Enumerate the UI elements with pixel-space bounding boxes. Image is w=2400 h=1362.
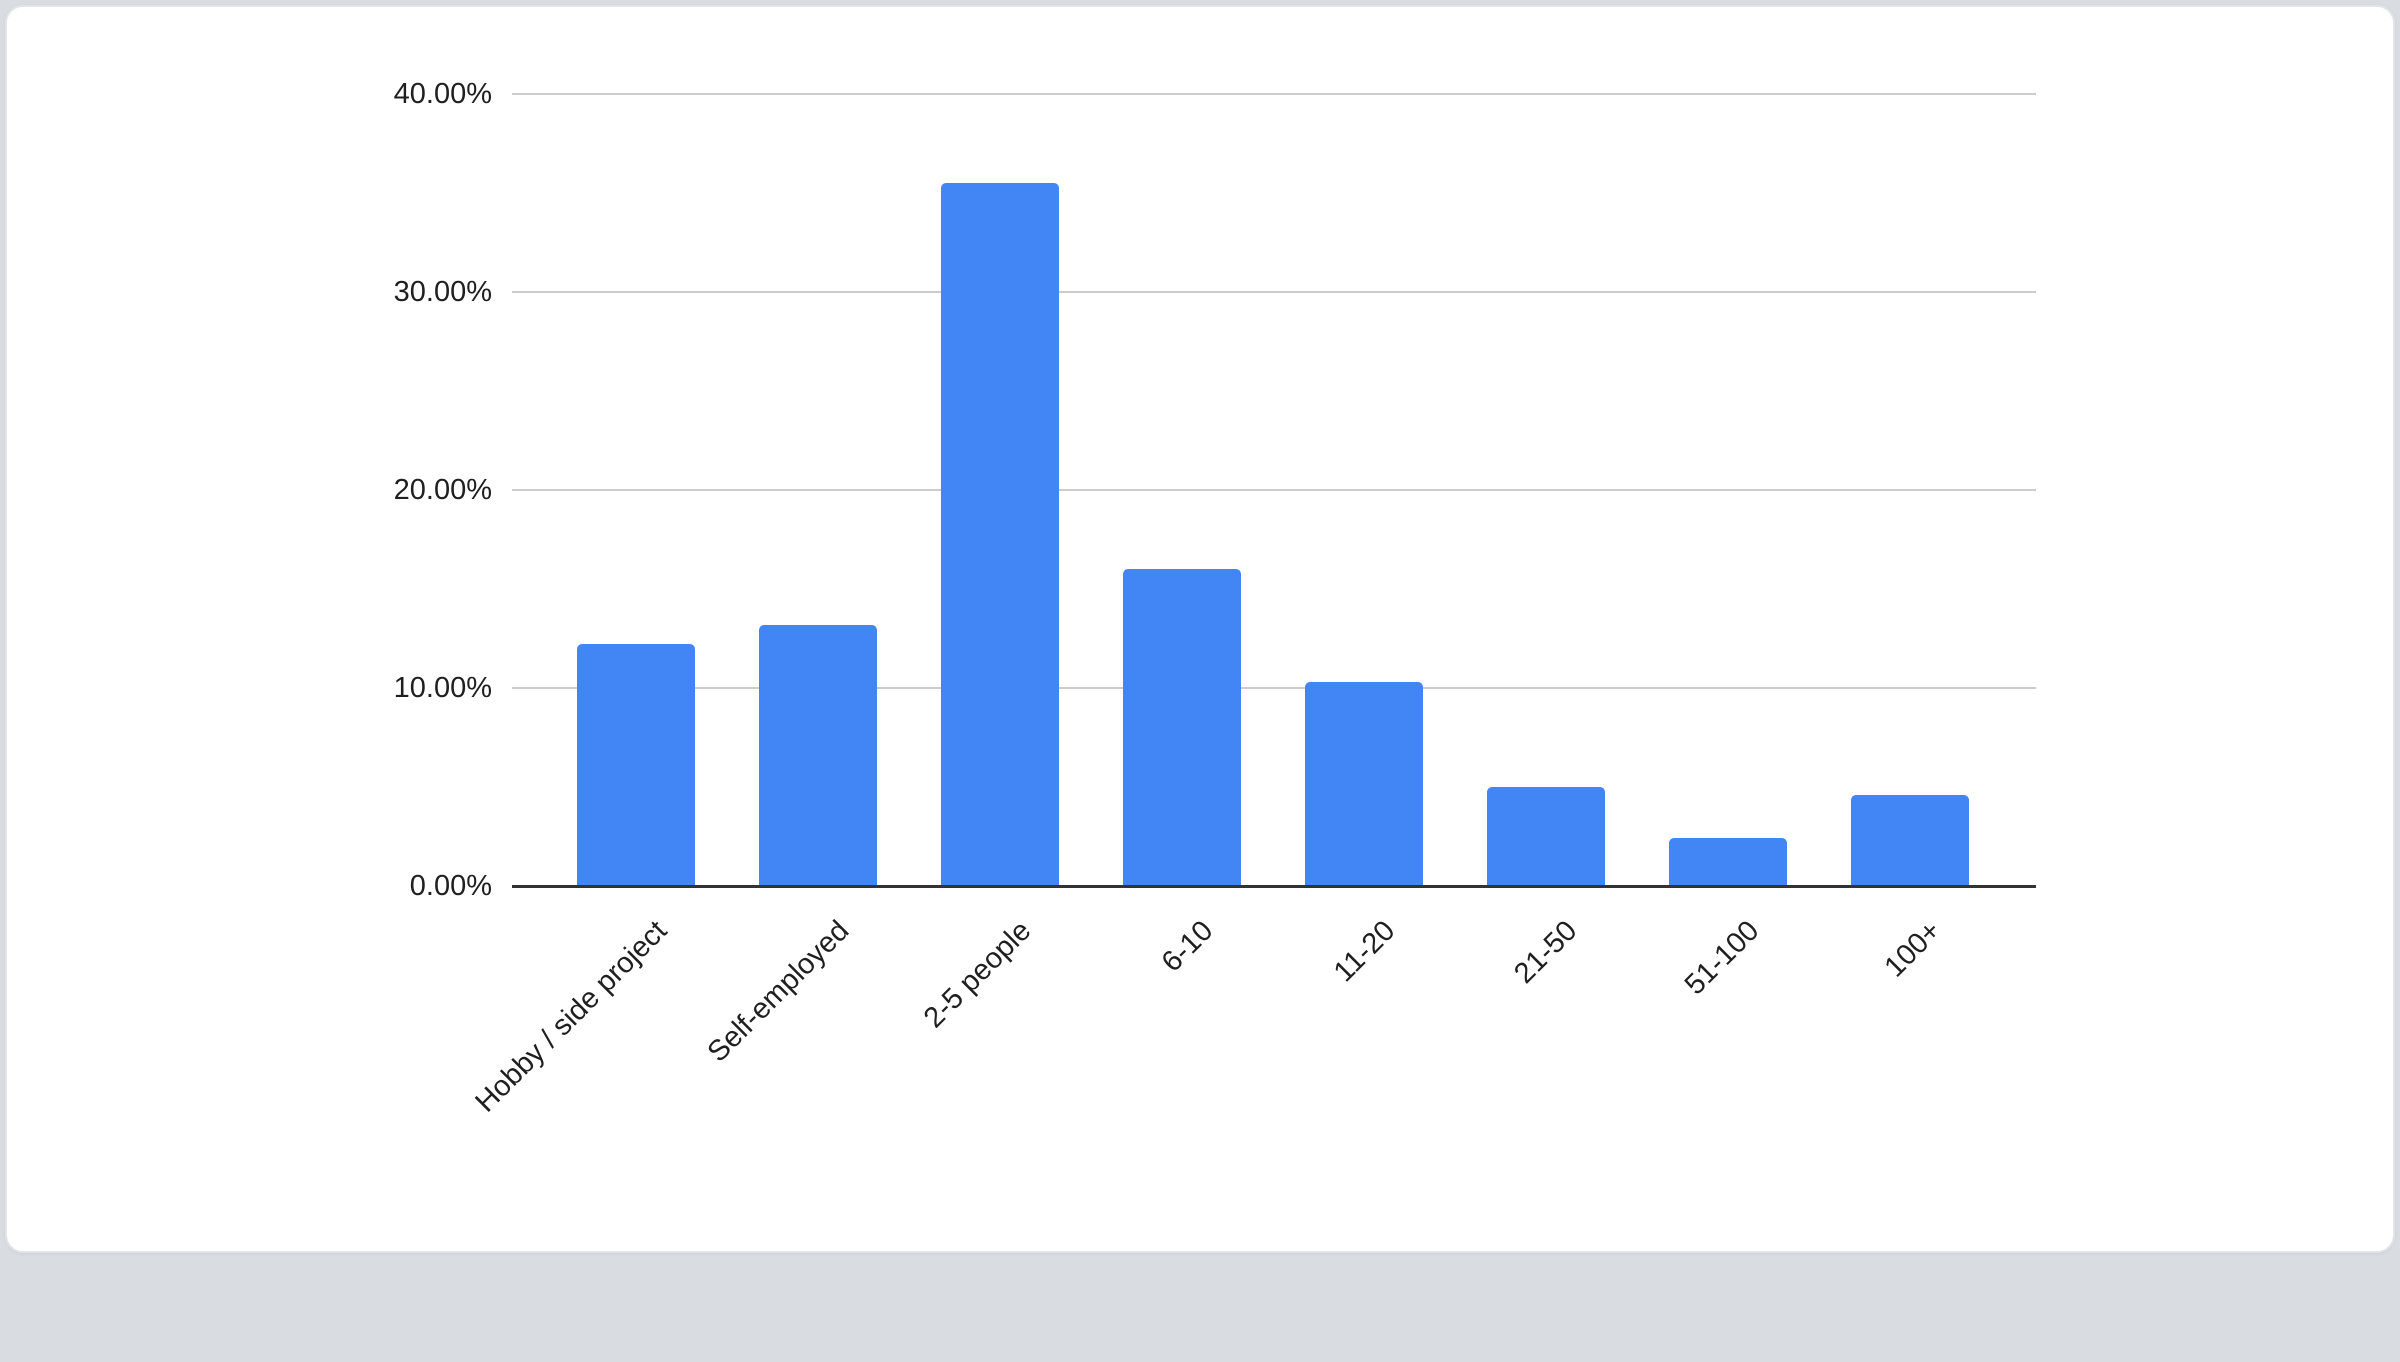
bar-2[interactable] (941, 183, 1059, 886)
chart-card: 0.00% 10.00% 20.00% 30.00% 40.00% Hobby / sid… (5, 5, 2395, 1253)
bar-1[interactable] (759, 625, 877, 886)
gridline (512, 489, 2036, 491)
x-axis-line (512, 885, 2036, 888)
page: { "chart_data": { "type": "bar", "title"… (5, 5, 2395, 1253)
y-axis-tick-label: 30.00% (393, 276, 492, 308)
y-axis-tick-label: 10.00% (393, 672, 492, 704)
bar-chart: 0.00% 10.00% 20.00% 30.00% 40.00% Hobby / sid… (7, 7, 2393, 1251)
gridline (512, 291, 2036, 293)
bar-5[interactable] (1487, 787, 1605, 886)
gridline (512, 93, 2036, 95)
bar-4[interactable] (1305, 682, 1423, 886)
x-axis-category-label: 100+ (1878, 914, 1948, 984)
bar-6[interactable] (1669, 838, 1787, 886)
bar-3[interactable] (1123, 569, 1241, 886)
y-axis-tick-label: 0.00% (409, 870, 492, 902)
gridline (512, 687, 2036, 689)
bar-7[interactable] (1851, 795, 1969, 886)
y-axis-tick-label: 40.00% (393, 78, 492, 110)
bar-0[interactable] (577, 644, 695, 886)
y-axis-tick-label: 20.00% (393, 474, 492, 506)
